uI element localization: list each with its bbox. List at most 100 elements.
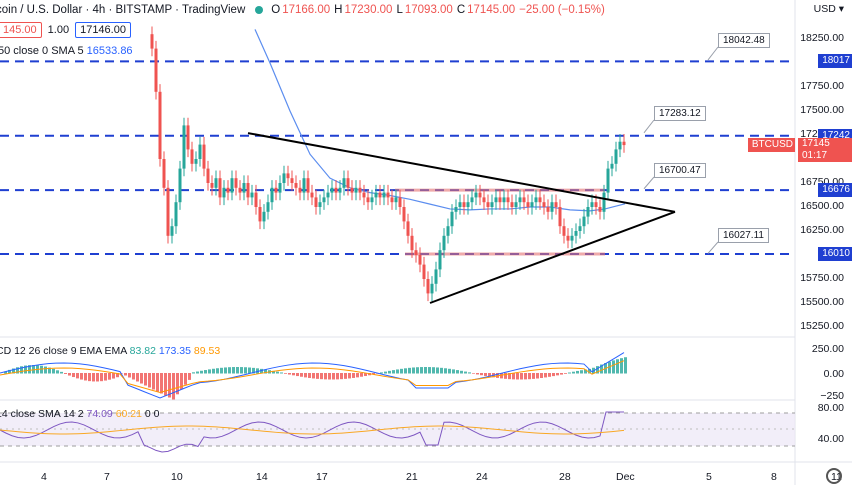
candle-body [170, 226, 174, 236]
candle-body [206, 168, 210, 183]
macd-histogram-bar [600, 364, 603, 374]
candle-body [374, 192, 378, 198]
candle-body [530, 202, 534, 207]
candle-body [270, 187, 274, 203]
candle-body [486, 202, 490, 207]
sell-button[interactable]: 145.00 [0, 22, 42, 38]
candle-body [322, 197, 326, 203]
macd-histogram-bar [56, 370, 59, 374]
candle-body [326, 192, 330, 198]
candle-body [602, 192, 606, 212]
buy-button[interactable]: 17146.00 [75, 22, 131, 38]
macd-histogram-value: 83.82 [129, 345, 156, 357]
macd-line [0, 352, 625, 399]
macd-histogram-bar [72, 373, 75, 378]
macd-histogram-bar [380, 372, 383, 374]
callout-leader [707, 46, 719, 61]
high-value: 17230.00 [344, 4, 393, 16]
macd-histogram-bar [108, 373, 111, 380]
macd-histogram-bar [224, 367, 227, 374]
macd-histogram-bar [164, 373, 167, 396]
currency-select[interactable]: USD ▾ [813, 3, 844, 15]
candle-body [434, 269, 438, 284]
rsi-legend[interactable]: 14 close SMA 14 2 74.09 60.21 0 0 [0, 408, 160, 420]
macd-histogram-bar [8, 369, 11, 374]
macd-histogram-bar [4, 371, 7, 374]
macd-histogram-bar [196, 371, 199, 374]
triangle-upper-trendline [247, 132, 676, 213]
macd-histogram-bar [384, 371, 387, 374]
price-tick: 17500.00 [800, 104, 844, 116]
last-price: 17145 [802, 138, 830, 149]
macd-histogram-bar [232, 367, 235, 374]
macd-histogram-bar [84, 373, 87, 381]
macd-histogram-bar [260, 368, 263, 374]
macd-signal-line [0, 360, 625, 394]
candle-body [202, 144, 206, 169]
macd-histogram-bar [316, 373, 319, 379]
candle-body [418, 255, 422, 265]
sma-legend[interactable]: 50 close 0 SMA 5 16533.86 [0, 45, 133, 57]
macd-legend[interactable]: CD 12 26 close 9 EMA EMA 83.82 173.35 89… [0, 345, 220, 357]
macd-histogram-bar [152, 373, 155, 390]
macd-histogram-bar [212, 368, 215, 374]
macd-histogram-bar [404, 368, 407, 374]
candle-body [234, 178, 238, 188]
settings-icon[interactable] [826, 468, 842, 484]
open-value: 17166.00 [282, 4, 331, 16]
candle-body [590, 202, 594, 207]
macd-histogram-bar [288, 373, 291, 375]
sma-value: 16533.86 [86, 45, 133, 57]
macd-histogram-bar [588, 368, 591, 374]
candle-body [610, 163, 614, 169]
macd-histogram-bar [372, 373, 375, 375]
candle-body [266, 202, 270, 212]
candle-body [250, 192, 254, 198]
macd-histogram-bar [364, 373, 367, 377]
candle-body [446, 226, 450, 236]
time-tick: 8 [771, 471, 777, 483]
candle-body [534, 197, 538, 203]
macd-histogram-bar [460, 370, 463, 374]
candle-body [406, 221, 410, 236]
candle-body [594, 202, 598, 207]
candle-body [186, 125, 190, 150]
macd-histogram-bar [360, 373, 363, 377]
macd-histogram-bar [96, 373, 99, 382]
sma-label: 50 close 0 SMA 5 [0, 45, 84, 57]
macd-histogram-bar [208, 369, 211, 374]
macd-histogram-bar [88, 373, 91, 382]
candle-body [394, 197, 398, 203]
macd-histogram-bar [188, 373, 191, 380]
macd-histogram-bar [568, 372, 571, 374]
macd-histogram-bar [176, 373, 179, 395]
macd-histogram-bar [428, 367, 431, 374]
candle-body [238, 187, 242, 193]
macd-tick: 250.00 [811, 343, 844, 355]
macd-histogram-bar [436, 367, 439, 374]
macd-histogram-bar [560, 373, 563, 375]
candle-body [498, 197, 502, 203]
macd-histogram-bar [24, 365, 27, 374]
candle-body [574, 231, 578, 236]
candle-body [562, 226, 566, 236]
candle-body [522, 197, 526, 203]
macd-histogram-bar [444, 368, 447, 374]
candle-body [258, 207, 262, 222]
macd-histogram-bar [416, 367, 419, 374]
macd-histogram-bar [32, 365, 35, 374]
macd-histogram-bar [220, 367, 223, 374]
macd-histogram-bar [292, 373, 295, 376]
candle-body [298, 187, 302, 193]
candle-body [462, 202, 466, 207]
rsi-tick: 40.00 [817, 433, 844, 445]
macd-histogram-bar [296, 373, 299, 377]
candle-body [302, 178, 306, 193]
macd-histogram-bar [504, 373, 507, 379]
macd-histogram-bar [244, 367, 247, 374]
candle-body [318, 202, 322, 207]
high-label: H [334, 4, 343, 16]
candle-body [242, 183, 246, 193]
rsi-label: 14 close SMA 14 2 [0, 408, 84, 420]
